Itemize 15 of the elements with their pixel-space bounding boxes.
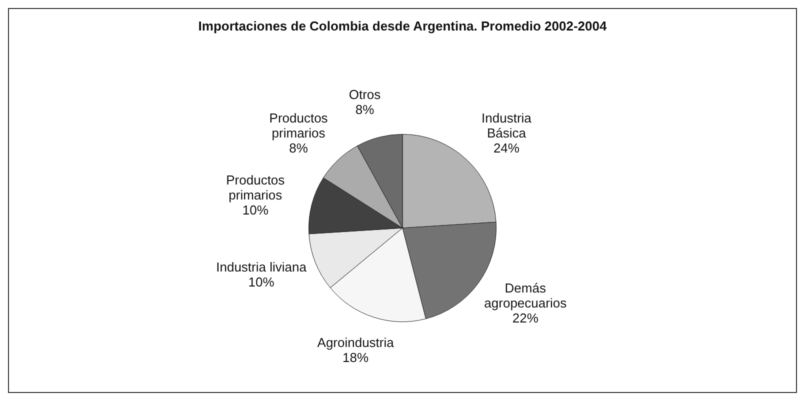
slice-label: Industria Básica <box>482 110 532 140</box>
slice-label: Demás agropecuarios <box>484 280 568 311</box>
slice-label: Industria liviana <box>216 260 308 275</box>
data-label: 8% <box>289 140 308 156</box>
data-label: 10% <box>242 202 269 218</box>
data-label: 8% <box>355 102 375 117</box>
slice-label: Productos primarios <box>269 110 328 140</box>
data-label: 22% <box>512 310 539 326</box>
data-label: 10% <box>248 274 275 290</box>
slice-label: Productos primarios <box>226 172 286 202</box>
chart-title: Importaciones de Colombia desde Argentina. Promedio 2002-2004 <box>198 18 608 34</box>
data-label: 18% <box>342 350 370 366</box>
data-label: 24% <box>493 140 520 156</box>
slice-label: Otros <box>348 86 382 102</box>
slice-label: Agroindustria <box>317 335 395 350</box>
